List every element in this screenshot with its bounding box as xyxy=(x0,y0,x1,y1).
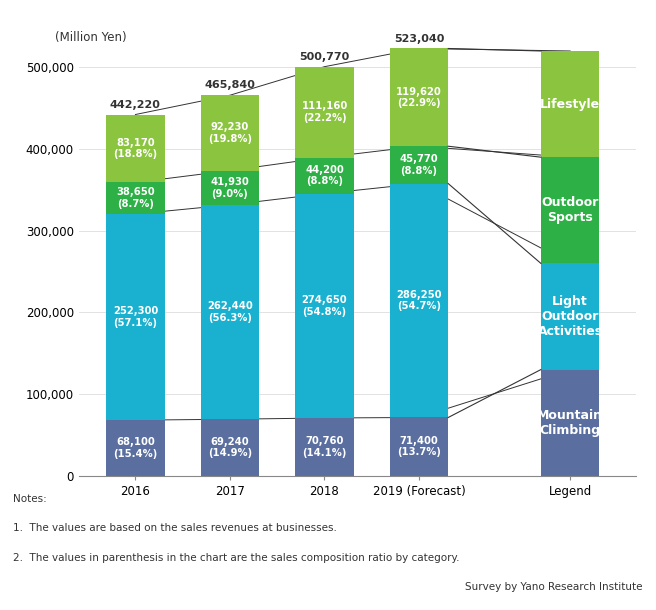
Text: 69,240
(14.9%): 69,240 (14.9%) xyxy=(208,437,252,458)
Text: 119,620
(22.9%): 119,620 (22.9%) xyxy=(396,87,442,108)
Text: 70,760
(14.1%): 70,760 (14.1%) xyxy=(302,436,346,458)
Bar xyxy=(295,193,354,418)
Text: 262,440
(56.3%): 262,440 (56.3%) xyxy=(207,301,253,323)
Bar xyxy=(295,418,354,476)
Text: 500,770: 500,770 xyxy=(299,52,350,62)
Bar xyxy=(390,49,448,146)
Bar xyxy=(201,205,259,419)
Text: 286,250
(54.7%): 286,250 (54.7%) xyxy=(396,290,441,311)
Text: Notes:: Notes: xyxy=(13,494,47,504)
Text: 2.  The values in parenthesis in the chart are the sales composition ratio by ca: 2. The values in parenthesis in the char… xyxy=(13,553,460,562)
Text: 465,840: 465,840 xyxy=(205,81,255,90)
Bar xyxy=(106,420,165,476)
Text: (Million Yen): (Million Yen) xyxy=(55,30,127,43)
Bar xyxy=(390,146,448,184)
Text: 92,230
(19.8%): 92,230 (19.8%) xyxy=(208,122,252,144)
Bar xyxy=(201,171,259,205)
Text: 274,650
(54.8%): 274,650 (54.8%) xyxy=(302,295,347,317)
Text: 38,650
(8.7%): 38,650 (8.7%) xyxy=(116,187,155,209)
Bar xyxy=(295,66,354,157)
Text: 111,160
(22.2%): 111,160 (22.2%) xyxy=(301,101,348,123)
Bar xyxy=(106,182,165,214)
Text: 71,400
(13.7%): 71,400 (13.7%) xyxy=(397,436,441,458)
Text: 68,100
(15.4%): 68,100 (15.4%) xyxy=(113,437,157,459)
Bar xyxy=(541,264,600,370)
Text: 1.  The values are based on the sales revenues at businesses.: 1. The values are based on the sales rev… xyxy=(13,523,337,533)
Text: 523,040: 523,040 xyxy=(394,34,444,43)
Bar xyxy=(201,95,259,171)
Text: 41,930
(9.0%): 41,930 (9.0%) xyxy=(211,177,249,198)
Text: Survey by Yano Research Institute: Survey by Yano Research Institute xyxy=(465,582,643,592)
Bar xyxy=(541,157,600,264)
Text: 442,220: 442,220 xyxy=(110,99,161,110)
Bar xyxy=(541,51,600,157)
Bar xyxy=(106,214,165,420)
Text: Light
Outdoor
Activities: Light Outdoor Activities xyxy=(538,295,603,338)
Text: 44,200
(8.8%): 44,200 (8.8%) xyxy=(305,165,344,187)
Text: Lifestyle: Lifestyle xyxy=(540,98,600,110)
Text: 252,300
(57.1%): 252,300 (57.1%) xyxy=(113,306,158,328)
Bar xyxy=(106,115,165,182)
Bar xyxy=(541,370,600,476)
Text: 45,770
(8.8%): 45,770 (8.8%) xyxy=(400,154,438,176)
Bar xyxy=(390,184,448,417)
Bar xyxy=(201,419,259,476)
Text: Outdoor
Sports: Outdoor Sports xyxy=(541,196,599,224)
Text: Mountain
Climbing: Mountain Climbing xyxy=(537,409,603,437)
Bar xyxy=(295,157,354,193)
Text: 83,170
(18.8%): 83,170 (18.8%) xyxy=(113,138,157,159)
Bar xyxy=(390,417,448,476)
